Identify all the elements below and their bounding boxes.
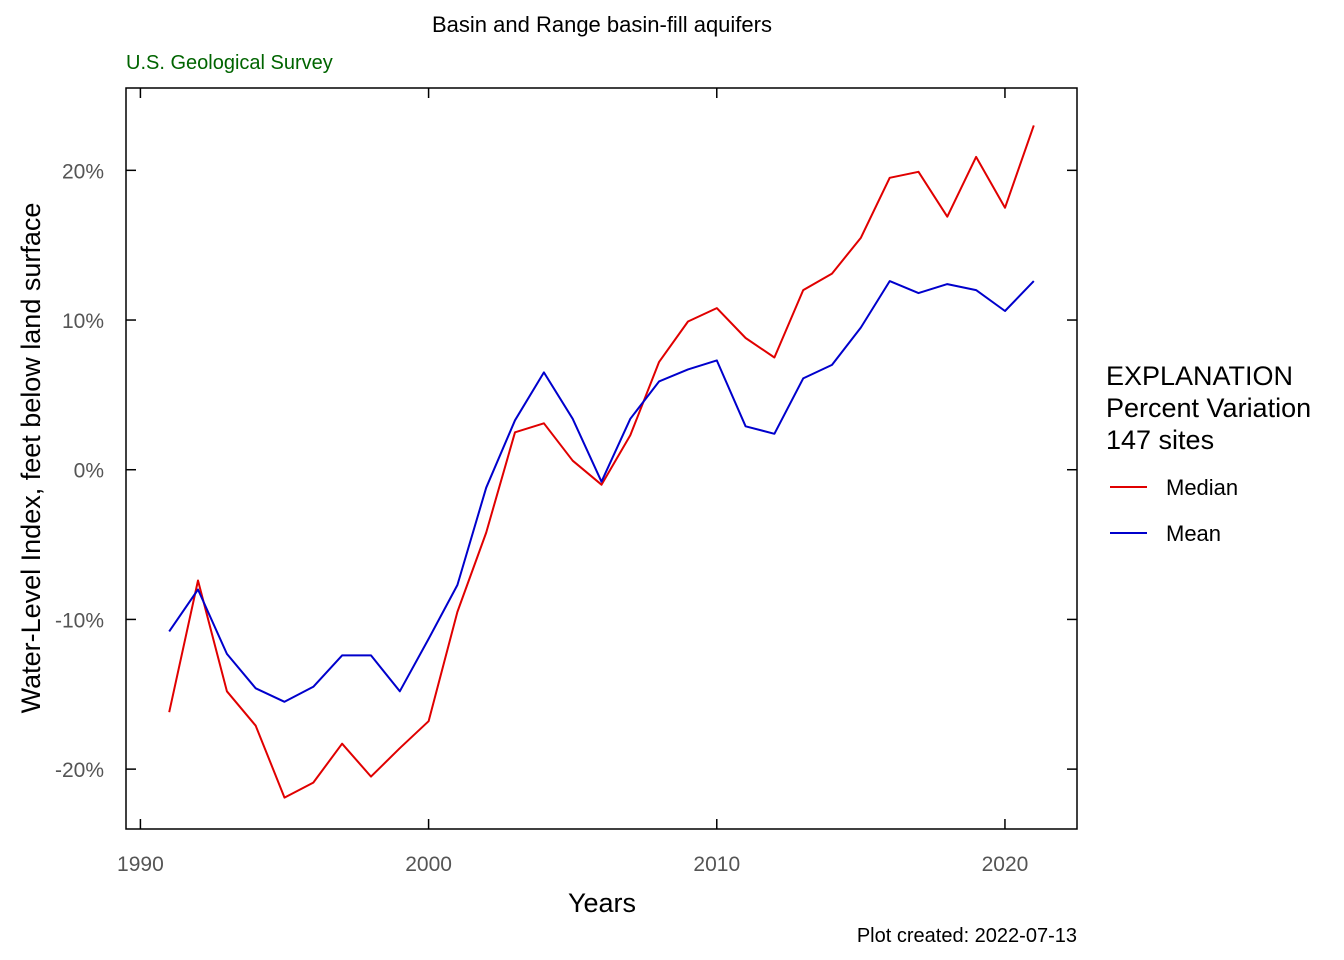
y-axis-label: Water-Level Index, feet below land surfa… (16, 203, 46, 714)
plot-frame (125, 87, 1078, 830)
plot-series (168, 125, 1035, 799)
y-tick-label--20: -20% (55, 759, 104, 782)
y-tick-label-20: 20% (62, 160, 104, 183)
x-tick-label-2010: 2010 (693, 853, 740, 876)
x-tick-label-2020: 2020 (982, 853, 1029, 876)
legend-title-3: 147 sites (1106, 425, 1214, 455)
x-tick-label-2000: 2000 (405, 853, 452, 876)
x-axis-label: Years (568, 888, 636, 918)
legend-title-2: Percent Variation (1106, 393, 1311, 423)
legend-label-median: Median (1166, 475, 1238, 500)
y-tick-label--10: -10% (55, 609, 104, 632)
legend-label-mean: Mean (1166, 521, 1221, 546)
x-tick-label-1990: 1990 (117, 853, 164, 876)
chart-subtitle: U.S. Geological Survey (126, 52, 333, 74)
series-line-median (168, 125, 1035, 799)
x-axis: 1990 2000 2010 2020 (117, 88, 1028, 876)
legend-title-1: EXPLANATION (1106, 361, 1293, 391)
y-tick-label-10: 10% (62, 310, 104, 333)
legend: EXPLANATION Percent Variation 147 sites … (1106, 361, 1311, 546)
y-axis: -20% -10% 0% 10% 20% (55, 160, 1077, 782)
chart-title: Basin and Range basin-fill aquifers (432, 12, 772, 37)
series-line-mean (168, 280, 1035, 703)
y-tick-label-0: 0% (74, 460, 104, 483)
footnote: Plot created: 2022-07-13 (857, 925, 1077, 947)
